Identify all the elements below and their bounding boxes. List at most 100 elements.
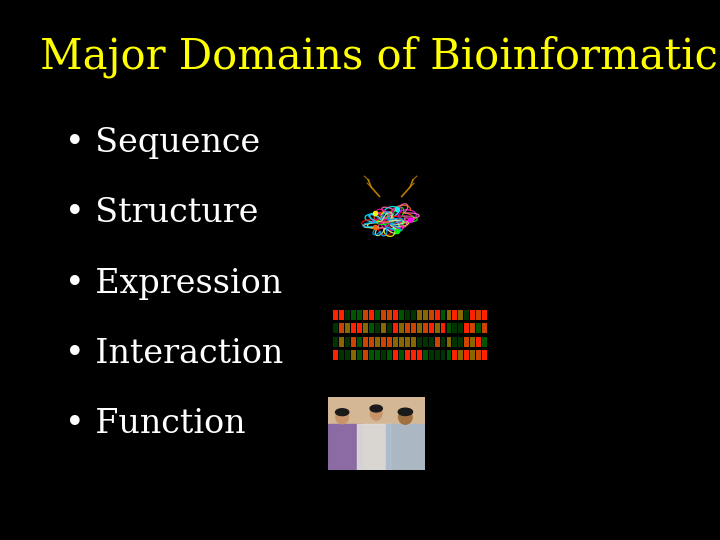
- Bar: [423, 336, 428, 347]
- Bar: [333, 350, 338, 360]
- Bar: [339, 323, 344, 333]
- Bar: [386, 424, 425, 470]
- Bar: [477, 350, 481, 360]
- Bar: [333, 323, 338, 333]
- Bar: [464, 323, 469, 333]
- Text: • Structure: • Structure: [65, 197, 258, 230]
- Bar: [470, 336, 475, 347]
- Bar: [477, 309, 481, 320]
- Bar: [387, 336, 392, 347]
- Bar: [477, 323, 481, 333]
- Bar: [459, 350, 464, 360]
- Bar: [351, 309, 356, 320]
- Bar: [482, 323, 487, 333]
- Bar: [369, 336, 374, 347]
- Bar: [411, 336, 415, 347]
- Bar: [428, 336, 433, 347]
- Bar: [470, 309, 475, 320]
- Bar: [411, 350, 415, 360]
- Bar: [328, 424, 361, 470]
- Bar: [459, 323, 464, 333]
- Bar: [441, 309, 446, 320]
- Bar: [435, 350, 439, 360]
- Text: ATTTGCAGCTAGCTAGCTAGCTAGCTAGC: ATTTGCAGCTAGCTAGCTAGCTAGCTAGC: [337, 136, 431, 140]
- Bar: [375, 323, 380, 333]
- Bar: [346, 323, 350, 333]
- Bar: [405, 323, 410, 333]
- Bar: [459, 309, 464, 320]
- Ellipse shape: [336, 409, 348, 416]
- Bar: [428, 309, 433, 320]
- Bar: [435, 323, 439, 333]
- Ellipse shape: [398, 408, 413, 415]
- Bar: [399, 336, 404, 347]
- Bar: [452, 336, 457, 347]
- Bar: [482, 350, 487, 360]
- Bar: [470, 323, 475, 333]
- Bar: [446, 336, 451, 347]
- Bar: [411, 309, 415, 320]
- Bar: [411, 323, 415, 333]
- Text: • Sequence: • Sequence: [65, 127, 260, 159]
- Bar: [393, 309, 398, 320]
- Bar: [441, 350, 446, 360]
- Bar: [351, 323, 356, 333]
- Bar: [459, 336, 464, 347]
- Ellipse shape: [370, 405, 382, 412]
- Bar: [375, 350, 380, 360]
- Bar: [346, 336, 350, 347]
- Bar: [393, 336, 398, 347]
- Bar: [464, 350, 469, 360]
- Bar: [441, 336, 446, 347]
- Bar: [333, 309, 338, 320]
- Bar: [464, 309, 469, 320]
- Bar: [381, 323, 386, 333]
- Bar: [339, 350, 344, 360]
- Bar: [452, 350, 457, 360]
- Text: • Interaction: • Interaction: [65, 338, 283, 370]
- Bar: [428, 350, 433, 360]
- Text: • Function: • Function: [65, 408, 246, 440]
- Bar: [375, 336, 380, 347]
- Bar: [357, 323, 362, 333]
- Bar: [369, 323, 374, 333]
- Bar: [393, 350, 398, 360]
- Text: TGCTAGCTAGCTAGCTAGCTAGCTAGCTA: TGCTAGCTAGCTAGCTAGCTAGCTAGCTA: [337, 148, 431, 153]
- Bar: [393, 323, 398, 333]
- Bar: [417, 309, 422, 320]
- Bar: [441, 323, 446, 333]
- Bar: [399, 350, 404, 360]
- Bar: [363, 336, 368, 347]
- Bar: [363, 350, 368, 360]
- Bar: [357, 336, 362, 347]
- Bar: [482, 309, 487, 320]
- Text: Major Domains of Bioinformatics: Major Domains of Bioinformatics: [40, 36, 720, 78]
- Bar: [375, 309, 380, 320]
- Bar: [381, 336, 386, 347]
- Text: • Expression: • Expression: [65, 267, 282, 300]
- Bar: [346, 350, 350, 360]
- Bar: [417, 336, 422, 347]
- Bar: [423, 323, 428, 333]
- Bar: [387, 309, 392, 320]
- Text: GTTCAGAGACTCTTGACGTTCTTCGTCTGCT: GTTCAGAGACTCTTGACGTTCTTCGTCTGCT: [337, 161, 438, 166]
- Bar: [399, 309, 404, 320]
- Bar: [446, 309, 451, 320]
- Ellipse shape: [336, 410, 348, 424]
- Bar: [464, 336, 469, 347]
- Bar: [351, 336, 356, 347]
- Bar: [357, 424, 391, 470]
- Ellipse shape: [370, 407, 382, 420]
- Bar: [357, 350, 362, 360]
- Bar: [363, 309, 368, 320]
- Bar: [339, 309, 344, 320]
- Bar: [452, 323, 457, 333]
- Bar: [399, 323, 404, 333]
- Bar: [351, 350, 356, 360]
- Bar: [346, 309, 350, 320]
- Bar: [405, 309, 410, 320]
- Bar: [435, 336, 439, 347]
- Bar: [369, 350, 374, 360]
- Bar: [387, 350, 392, 360]
- Bar: [470, 350, 475, 360]
